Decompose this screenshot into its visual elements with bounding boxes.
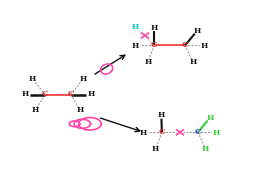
Text: H: H <box>21 91 29 98</box>
Text: C: C <box>182 41 188 49</box>
Text: H: H <box>29 75 36 83</box>
Text: H: H <box>144 58 151 66</box>
Text: H: H <box>32 106 39 114</box>
Text: H: H <box>189 58 196 66</box>
Text: H: H <box>207 114 214 122</box>
Text: H: H <box>87 91 94 98</box>
Text: C: C <box>42 91 48 98</box>
Text: C: C <box>159 128 165 136</box>
Text: H: H <box>79 75 87 83</box>
Text: H: H <box>201 42 208 50</box>
Text: C: C <box>195 128 201 136</box>
Text: H: H <box>152 145 159 153</box>
Text: H: H <box>132 42 139 50</box>
Text: C: C <box>67 91 74 98</box>
Text: H: H <box>213 129 220 137</box>
Text: H: H <box>77 106 84 114</box>
Text: H: H <box>131 23 139 31</box>
Text: C: C <box>151 41 158 49</box>
Text: H: H <box>194 27 201 35</box>
Text: H: H <box>151 24 158 32</box>
Text: H: H <box>158 112 165 119</box>
Text: H: H <box>202 145 209 153</box>
Text: H: H <box>140 129 147 137</box>
